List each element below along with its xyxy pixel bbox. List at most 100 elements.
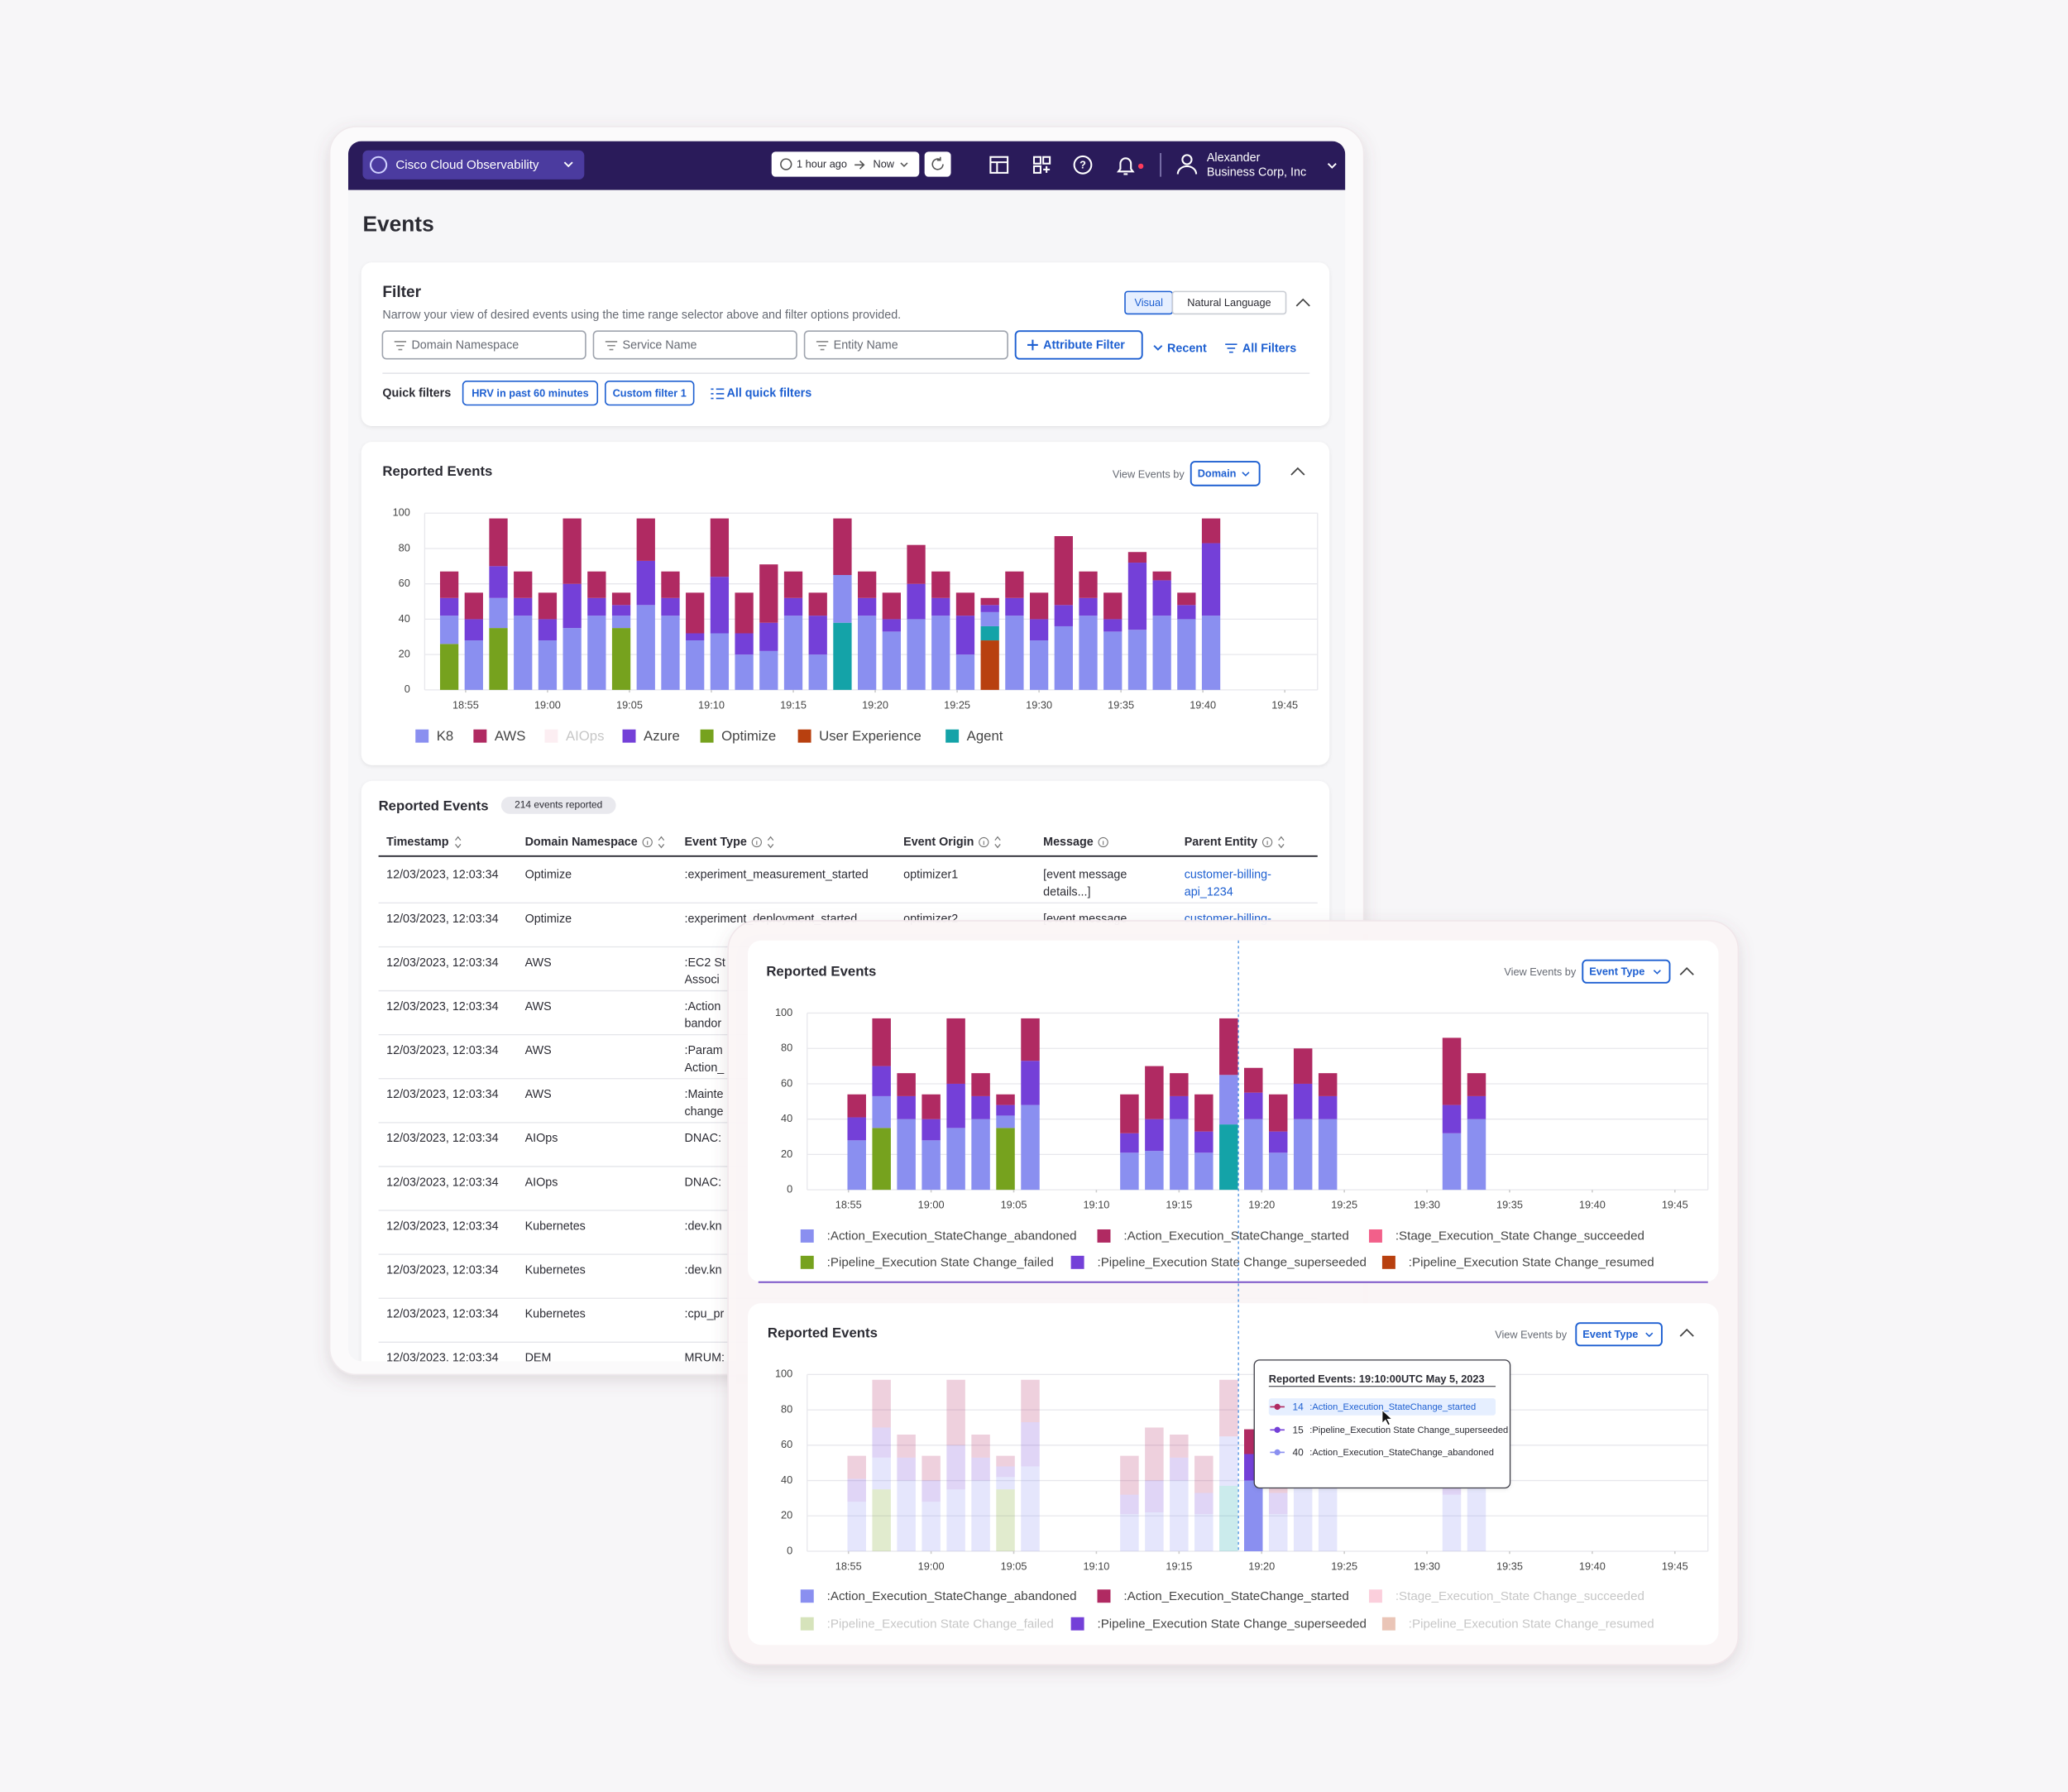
time-from: 1 hour ago (797, 158, 847, 170)
mode-natural-language[interactable] (1171, 290, 1287, 315)
recent-link[interactable]: Recent (1167, 343, 1207, 356)
bar-segment (783, 597, 803, 616)
column-header[interactable]: Event Type (684, 836, 746, 849)
time-range[interactable] (771, 151, 920, 177)
legend-label[interactable]: :Stage_Execution_State Change_succeeded (1395, 1589, 1644, 1603)
bar-segment (996, 1489, 1015, 1552)
legend-label[interactable]: :Action_Execution_StateChange_started (1123, 1589, 1348, 1603)
legend-label[interactable]: :Pipeline_Execution State Change_superse… (1098, 1256, 1367, 1270)
bar-segment (858, 616, 877, 690)
bar-segment (971, 1119, 990, 1191)
view-by-dropdown[interactable] (1582, 959, 1671, 984)
legend-label[interactable]: AIOps (566, 728, 605, 744)
collapse-icon[interactable] (1679, 1328, 1694, 1337)
bell-icon[interactable] (1116, 157, 1135, 175)
legend-label[interactable]: Agent (967, 728, 1003, 744)
input-placeholder: Service Name (623, 339, 697, 352)
input[interactable] (803, 330, 1008, 360)
bar-segment (971, 1435, 990, 1458)
collapse-icon[interactable] (1295, 298, 1310, 307)
cursor (1381, 1409, 1394, 1426)
y-tick-label: 20 (781, 1148, 792, 1160)
attribute-filter-button[interactable] (1014, 330, 1143, 360)
legend-swatch (800, 1255, 814, 1269)
legend-label[interactable]: :Action_Execution_StateChange_abandoned (827, 1229, 1077, 1243)
column-header[interactable]: Domain Namespace (525, 836, 638, 849)
input[interactable] (592, 330, 797, 360)
tooltip-series: :Action_Execution_StateChange_abandoned (1309, 1448, 1494, 1458)
legend-label[interactable]: :Pipeline_Execution State Change_superse… (1098, 1617, 1367, 1631)
entity-link[interactable]: api_1234 (1185, 885, 1233, 898)
bar-segment (847, 1140, 866, 1191)
y-tick-label: 40 (781, 1473, 792, 1486)
info-icon (751, 836, 762, 848)
bar-segment (996, 1477, 1015, 1490)
bar-segment (1029, 619, 1049, 641)
refresh-button[interactable] (924, 151, 951, 177)
bar-segment (562, 518, 582, 584)
view-by-dropdown[interactable] (1190, 461, 1261, 486)
user-icon[interactable] (1181, 154, 1193, 165)
bar-segment (1467, 1073, 1486, 1096)
legend-label[interactable]: Azure (644, 728, 680, 744)
legend-label[interactable]: :Pipeline_Execution State Change_resumed (1409, 1256, 1654, 1270)
cell: 12/03/2023, 12:03:34 (386, 913, 498, 926)
legend-label[interactable]: :Action_Execution_StateChange_abandoned (827, 1589, 1077, 1603)
bar-segment (1103, 619, 1123, 632)
column-header[interactable]: Message (1043, 836, 1094, 849)
help-icon[interactable] (1073, 155, 1093, 175)
quick-chip[interactable] (462, 380, 599, 406)
bar-segment (946, 1128, 965, 1191)
legend-label[interactable]: :Pipeline_Execution State Change_failed (827, 1256, 1054, 1270)
legend-label[interactable]: AWS (495, 728, 526, 744)
bar-segment (735, 654, 754, 690)
sort-icon[interactable] (994, 836, 1001, 849)
mode-label: Natural Language (1187, 296, 1271, 309)
layout-icon[interactable] (989, 156, 1009, 174)
legend-label[interactable]: K8 (437, 728, 453, 744)
bar-segment (946, 1445, 965, 1490)
legend-label[interactable]: User Experience (819, 728, 922, 744)
apps-icon[interactable] (1032, 156, 1051, 174)
bar-segment (636, 560, 655, 606)
bar-segment (1021, 1466, 1040, 1552)
table: Timestamp Domain Namespace Event Type Event… (378, 836, 1318, 1361)
bar-segment (1467, 1095, 1486, 1119)
cell: 12/03/2023, 12:03:34 (386, 1000, 498, 1013)
sort-icon[interactable] (455, 836, 462, 849)
legend-label[interactable]: :Action_Execution_StateChange_started (1123, 1229, 1348, 1243)
legend-label[interactable]: :Stage_Execution_State Change_succeeded (1395, 1229, 1644, 1243)
column-header[interactable]: Timestamp (386, 836, 449, 849)
bar-segment (759, 622, 778, 651)
bar-segment (1120, 1514, 1139, 1552)
legend-label[interactable]: :Pipeline_Execution State Change_resumed (1409, 1617, 1654, 1631)
bar-segment (955, 654, 975, 690)
view-by-dropdown[interactable] (1575, 1322, 1663, 1347)
sort-icon[interactable] (658, 836, 665, 849)
quick-chip[interactable] (605, 380, 695, 406)
info-icon (979, 836, 989, 848)
chevron[interactable] (1327, 163, 1337, 169)
legend-label[interactable]: :Pipeline_Execution State Change_failed (827, 1617, 1054, 1631)
entity-link[interactable]: customer-billing- (1185, 869, 1271, 882)
sort-icon[interactable] (1278, 836, 1285, 849)
bar-segment (872, 1489, 891, 1552)
tooltip-marker (1274, 1403, 1281, 1411)
column-header[interactable]: Event Origin (903, 836, 974, 849)
product-switcher[interactable] (362, 150, 585, 180)
cell: DNAC: (684, 1132, 721, 1145)
bar-segment (922, 1094, 941, 1119)
chart: 0 20 40 60 80 100 18:55 19:00 19:05 19:10 19:15 19:… (393, 506, 1319, 744)
column-header[interactable]: Parent Entity (1185, 836, 1257, 849)
collapse-icon[interactable] (1679, 967, 1694, 975)
all-quick-filters-link[interactable]: All quick filters (727, 387, 812, 400)
bar-segment (1120, 1152, 1139, 1191)
input[interactable] (381, 330, 586, 360)
bar-segment (1268, 1493, 1288, 1515)
bar-segment (996, 1128, 1015, 1191)
legend-label[interactable]: Optimize (721, 728, 776, 744)
all-filters-link[interactable]: All Filters (1242, 343, 1296, 356)
sort-icon[interactable] (767, 836, 774, 849)
collapse-icon[interactable] (1290, 467, 1305, 476)
